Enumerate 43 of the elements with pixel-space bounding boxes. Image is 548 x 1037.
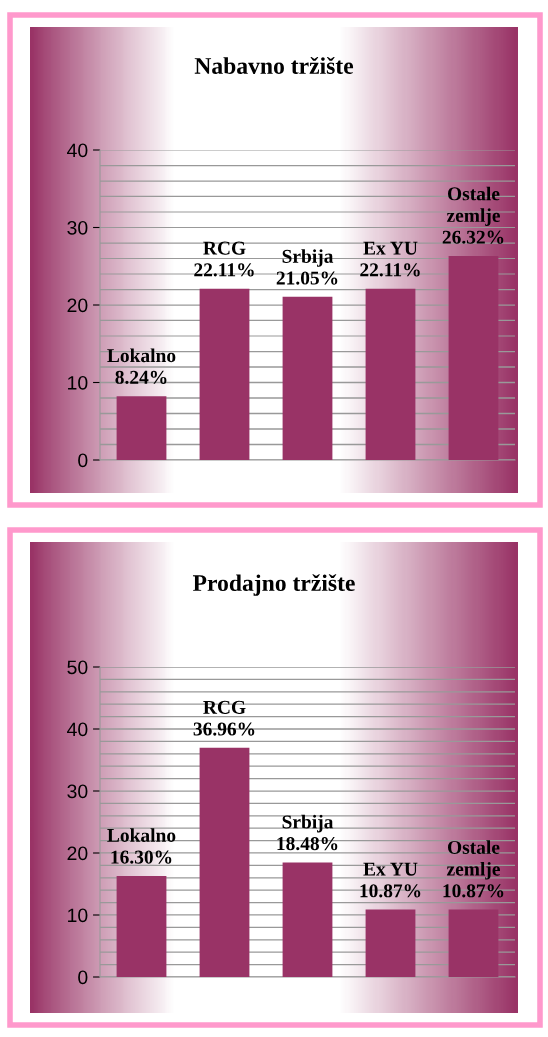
x-tick-label: Srbija: [282, 814, 334, 833]
x-tick-label: RCG: [203, 241, 246, 255]
y-tick-label: 30: [67, 784, 88, 799]
bar: [365, 909, 416, 977]
y-tick-label: 20: [67, 298, 88, 313]
y-tick-label: 40: [67, 722, 88, 737]
y-tick-label: 50: [67, 660, 88, 675]
y-tick-label: 30: [67, 220, 88, 235]
x-tick-label: Ex YU: [363, 862, 418, 876]
y-tick-label: 10: [68, 908, 88, 923]
x-tick-label: RCG: [203, 700, 246, 714]
data-label: 10.87%: [443, 884, 504, 898]
data-label: 21.05%: [276, 271, 338, 285]
bar: [116, 396, 167, 460]
bar: [448, 256, 499, 460]
data-label: 22.11%: [194, 263, 254, 277]
data-label: 36.96%: [193, 722, 255, 736]
data-label: 16.30%: [111, 850, 172, 864]
bar: [282, 862, 333, 977]
y-tick-label: 10: [68, 375, 88, 390]
x-tick-label: Ostale zemlje: [446, 186, 500, 227]
y-tick-label: 20: [67, 846, 88, 861]
bar: [282, 296, 333, 460]
y-tick-label: 0: [78, 453, 88, 468]
x-tick-label: Ex YU: [363, 241, 418, 255]
y-tick-label: 40: [67, 143, 88, 158]
data-label: 26.32%: [442, 230, 504, 244]
bar: [365, 288, 416, 460]
chart-title: Nabavno tržište: [194, 57, 354, 74]
x-tick-label: Lokalno: [107, 828, 176, 842]
bar: [448, 909, 499, 977]
y-tick-label: 0: [78, 970, 88, 985]
data-label: 10.87%: [360, 884, 421, 898]
data-label: 22.11%: [360, 263, 420, 277]
chart-title: Prodajno tržište: [192, 574, 355, 596]
bar: [199, 747, 250, 977]
x-tick-label: Lokalno: [107, 348, 176, 363]
x-tick-label: Ostale zemlje: [446, 840, 500, 880]
x-tick-label: Srbija: [282, 249, 334, 267]
bar: [116, 875, 167, 977]
data-label: 8.24%: [115, 370, 167, 384]
data-label: 18.48%: [277, 837, 338, 851]
bar: [199, 288, 250, 460]
